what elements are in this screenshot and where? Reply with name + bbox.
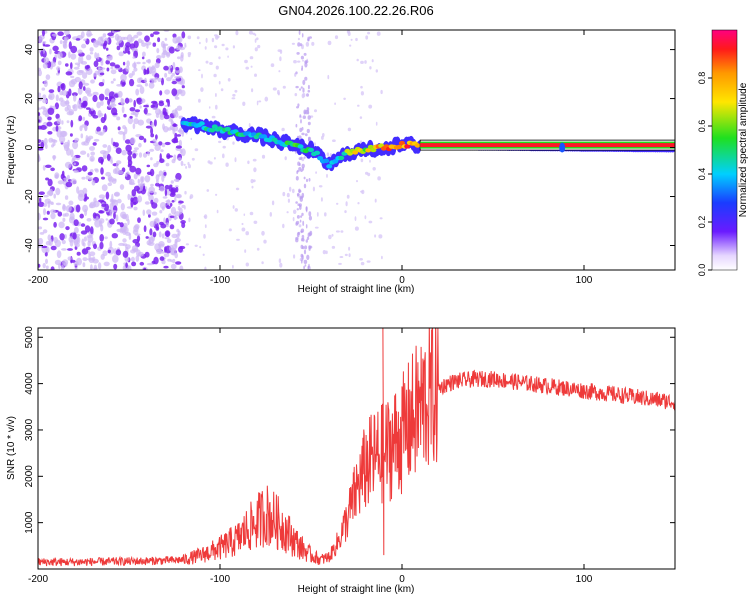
snr-xtick-label: -200 — [28, 574, 48, 585]
snr-ytick-label: 5000 — [24, 326, 35, 349]
snr-xtick-label: 0 — [399, 574, 405, 585]
spectrogram-ylabel: Frequency (Hz) — [6, 116, 17, 185]
snr-axes: -200 -100 0 100 1000 2000 3000 4000 5000 — [24, 326, 675, 585]
snr-content — [38, 328, 675, 567]
spectrogram-xtick-label: 100 — [576, 275, 593, 286]
spectrogram-ytick-label: 0 — [24, 144, 35, 150]
colorbar-ticks: 0.0 0.2 0.4 0.6 0.8 — [697, 72, 712, 277]
colorbar-label: Normalized spectral amplitude — [738, 82, 749, 217]
spectrogram-ridge — [180, 116, 675, 172]
spectrogram-ytick-label: -20 — [24, 189, 35, 204]
spectrogram-ytick-label: 40 — [24, 44, 35, 56]
snr-xlabel: Height of straight line (km) — [298, 584, 415, 595]
snr-xtick-label: 100 — [576, 574, 593, 585]
snr-ytick-label: 3000 — [24, 418, 35, 441]
spectrogram-noise — [38, 30, 384, 270]
figure-title: GN04.2026.100.22.26.R06 — [278, 3, 433, 18]
snr-panel: -200 -100 0 100 1000 2000 3000 4000 5000 Height … — [6, 326, 676, 595]
snr-ytick-label: 1000 — [24, 511, 35, 534]
colorbar-tick-label: 0.6 — [697, 120, 707, 133]
snr-series-line — [38, 328, 675, 567]
spectrogram-xlabel: Height of straight line (km) — [298, 284, 415, 295]
spectrogram-ytick-label: -40 — [24, 238, 35, 253]
colorbar-tick-label: 0.2 — [697, 216, 707, 229]
spectrogram-frame — [37, 29, 676, 271]
colorbar-gradient — [711, 29, 738, 271]
colorbar: 0.0 0.2 0.4 0.6 0.8 Normalized spectral ampl… — [697, 29, 749, 277]
spectrogram-ytick-label: 20 — [24, 93, 35, 105]
snr-ytick-label: 4000 — [24, 372, 35, 395]
spectrogram-content — [38, 30, 675, 270]
spectrogram-xtick-label: -100 — [210, 275, 230, 286]
snr-ylabel: SNR (10 * v/v) — [6, 416, 17, 480]
snr-frame — [37, 327, 676, 570]
colorbar-tick-label: 0.4 — [697, 168, 707, 181]
spectrogram-xtick-label: -200 — [28, 275, 48, 286]
snr-ytick-label: 2000 — [24, 465, 35, 488]
colorbar-tick-label: 0.0 — [697, 264, 707, 277]
colorbar-tick-label: 0.8 — [697, 72, 707, 85]
spectrogram-xtick-label: 0 — [399, 275, 405, 286]
snr-xtick-label: -100 — [210, 574, 230, 585]
